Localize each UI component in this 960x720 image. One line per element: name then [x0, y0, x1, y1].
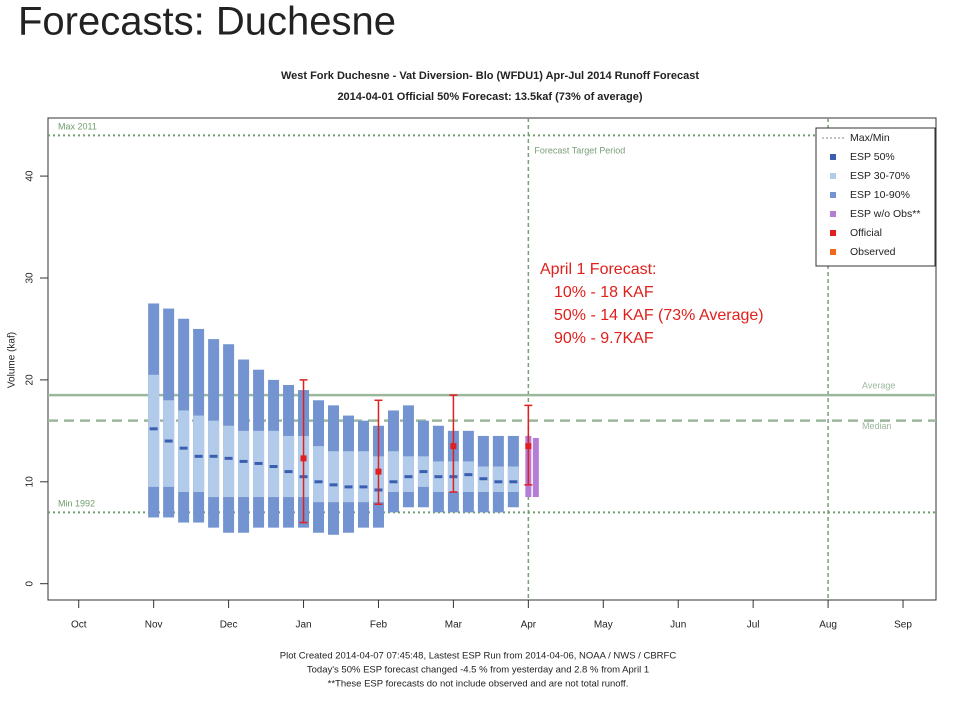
- esp-50-mark: [284, 470, 293, 474]
- esp-30-70-bar: [328, 451, 340, 503]
- esp-50-mark: [434, 475, 443, 479]
- x-tick-label: Feb: [370, 620, 388, 631]
- esp-50-mark: [329, 483, 338, 487]
- esp-30-70-bar: [268, 430, 280, 498]
- legend-label: ESP 10-90%: [850, 189, 910, 201]
- footer-line: Today's 50% ESP forecast changed -4.5 % …: [307, 665, 649, 676]
- legend-label: ESP 50%: [850, 151, 895, 163]
- esp-30-70-bar: [402, 456, 414, 492]
- esp-30-70-bar: [507, 466, 519, 492]
- legend-label: ESP w/o Obs**: [850, 208, 920, 220]
- x-tick-label: Aug: [819, 620, 837, 631]
- esp-30-70-bar: [148, 374, 160, 487]
- esp-50-mark: [179, 446, 188, 450]
- esp-30-70-bar: [313, 446, 325, 503]
- legend-swatch: [830, 173, 836, 179]
- esp-30-70-bar: [492, 466, 504, 492]
- legend-label: ESP 30-70%: [850, 170, 910, 182]
- legend-swatch: [830, 192, 836, 198]
- esp-50-mark: [464, 473, 473, 477]
- y-axis-label: Volume (kaf): [7, 332, 18, 388]
- esp-30-70-bar: [462, 461, 474, 492]
- esp-30-70-bar: [387, 451, 399, 492]
- esp-30-70-bar: [163, 400, 175, 487]
- esp-50-mark: [344, 485, 353, 489]
- esp-30-70-bar: [193, 415, 205, 492]
- legend-label: Official: [850, 227, 882, 239]
- legend-swatch: [830, 211, 836, 217]
- esp-50-mark: [254, 461, 263, 465]
- footer-line: Plot Created 2014-04-07 07:45:48, Lastes…: [280, 651, 677, 662]
- esp-50-mark: [389, 480, 398, 484]
- esp-50-mark: [314, 480, 323, 484]
- esp-50-mark: [149, 427, 158, 431]
- esp-30-70-bar: [342, 451, 354, 503]
- esp-50-mark: [209, 454, 218, 458]
- x-tick-label: Nov: [145, 620, 163, 631]
- target-period-label: Forecast Target Period: [534, 145, 625, 155]
- x-tick-label: Jul: [747, 620, 760, 631]
- y-tick-label: 20: [25, 374, 36, 386]
- official-mark: [525, 443, 532, 450]
- y-tick-label: 0: [25, 580, 36, 586]
- x-tick-label: Oct: [71, 620, 87, 631]
- x-tick-label: Dec: [220, 620, 238, 631]
- official-mark: [300, 455, 307, 462]
- annotation-line: 10% - 18 KAF: [554, 284, 654, 301]
- y-tick-label: 40: [25, 170, 36, 182]
- annotation-line: 90% - 9.7KAF: [554, 330, 654, 347]
- esp-50-mark: [509, 480, 518, 484]
- esp-30-70-bar: [283, 435, 295, 498]
- legend-swatch: [830, 249, 836, 255]
- legend-label: Max/Min: [850, 132, 890, 144]
- esp-50-mark: [164, 439, 173, 443]
- esp-50-mark: [239, 459, 248, 463]
- annotation-line: 50% - 14 KAF (73% Average): [554, 307, 764, 324]
- slide-title: Forecasts: Duchesne: [18, 0, 396, 44]
- esp-30-70-bar: [208, 420, 220, 498]
- x-tick-label: Apr: [521, 620, 537, 631]
- max-min-label: Min 1992: [58, 499, 95, 509]
- esp-50-mark: [419, 470, 428, 474]
- y-tick-label: 10: [25, 476, 36, 488]
- esp-50-mark: [194, 454, 203, 458]
- official-mark: [450, 443, 457, 450]
- esp-30-70-bar: [178, 410, 190, 492]
- legend-swatch: [830, 154, 836, 160]
- official-mark: [375, 468, 382, 475]
- legend-swatch: [830, 230, 836, 236]
- legend-label: Observed: [850, 246, 896, 258]
- esp-30-70-bar: [357, 451, 369, 503]
- max-min-label: Max 2011: [58, 122, 97, 132]
- esp-30-70-bar: [238, 430, 250, 498]
- annotation-line: April 1 Forecast:: [540, 261, 656, 278]
- esp-wo-obs-bar: [532, 437, 539, 498]
- footer-line: **These ESP forecasts do not include obs…: [328, 679, 629, 690]
- x-tick-label: Jan: [295, 620, 311, 631]
- esp-50-mark: [359, 485, 368, 489]
- reference-label: Median: [862, 421, 892, 431]
- esp-50-mark: [494, 480, 503, 484]
- x-tick-label: Mar: [445, 620, 463, 631]
- chart-title: West Fork Duchesne - Vat Diversion- Blo …: [281, 70, 699, 82]
- plot-frame: [47, 117, 937, 601]
- x-tick-label: May: [594, 620, 613, 631]
- esp-50-mark: [404, 475, 413, 479]
- esp-50-mark: [479, 477, 488, 481]
- x-tick-label: Sep: [894, 620, 912, 631]
- x-tick-label: Jun: [670, 620, 686, 631]
- esp-30-70-bar: [223, 425, 235, 498]
- esp-50-mark: [224, 456, 233, 460]
- y-tick-label: 30: [25, 272, 36, 284]
- reference-label: Average: [862, 381, 895, 391]
- esp-50-mark: [269, 465, 278, 469]
- chart-subtitle: 2014-04-01 Official 50% Forecast: 13.5ka…: [337, 91, 642, 103]
